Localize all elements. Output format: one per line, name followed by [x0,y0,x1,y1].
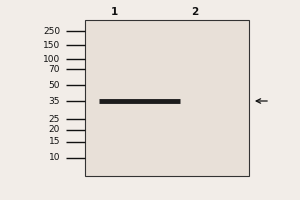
Text: 35: 35 [49,97,60,106]
Text: 15: 15 [49,138,60,146]
Text: 2: 2 [191,7,199,17]
Bar [85,20,249,176]
Text: 25: 25 [49,114,60,123]
Text: 1: 1 [110,7,118,17]
Text: 10: 10 [49,154,60,162]
Text: 70: 70 [49,64,60,73]
Text: 50: 50 [49,81,60,90]
Text: 100: 100 [43,54,60,64]
Text: 20: 20 [49,126,60,134]
Text: 150: 150 [43,40,60,49]
Text: 250: 250 [43,26,60,36]
